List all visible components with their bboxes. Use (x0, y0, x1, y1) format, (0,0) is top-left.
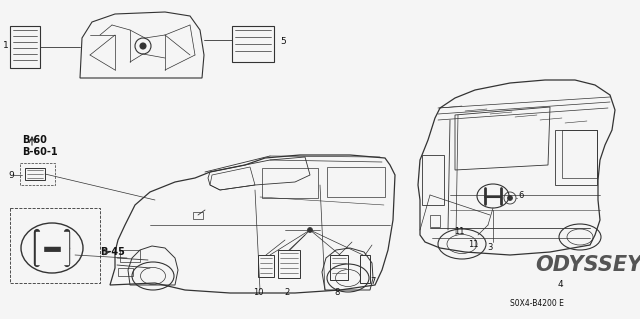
Circle shape (307, 227, 312, 233)
Text: B-45: B-45 (100, 247, 125, 257)
Text: 5: 5 (280, 38, 285, 47)
Text: 8: 8 (334, 288, 340, 297)
Circle shape (140, 43, 146, 49)
Text: B-60: B-60 (22, 135, 47, 145)
Text: 3: 3 (487, 243, 493, 252)
Text: 6: 6 (518, 191, 524, 201)
Text: 1: 1 (3, 41, 9, 50)
Text: S0X4-B4200 E: S0X4-B4200 E (510, 299, 564, 308)
Text: 11: 11 (454, 227, 465, 236)
Text: ODYSSEY: ODYSSEY (535, 255, 640, 275)
Text: B-60-1: B-60-1 (22, 147, 58, 157)
Text: 2: 2 (284, 288, 290, 297)
Text: 11: 11 (468, 240, 478, 249)
Text: 7: 7 (370, 278, 376, 286)
Text: 4: 4 (557, 280, 563, 289)
Circle shape (508, 196, 513, 201)
Text: 9: 9 (8, 170, 14, 180)
Text: 10: 10 (253, 288, 263, 297)
